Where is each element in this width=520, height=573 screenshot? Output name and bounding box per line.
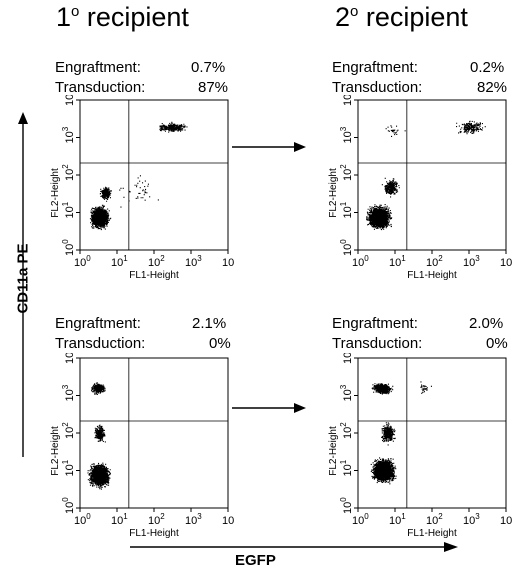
engraftment-label: Engraftment: [332,59,418,76]
transfer-arrow-top [232,142,306,152]
y-tick-label: 103 [339,384,354,401]
x-tick-label: 103 [463,254,480,269]
x-axis-label: FL1-Height [407,270,457,281]
y-tick-label: 103 [61,384,76,401]
x-tick-label: 100 [352,254,369,269]
panel-1-stats: Engraftment: 0.7% Transduction: 87% [55,59,245,99]
x-tick-label: 100 [74,512,91,527]
column-title-1: 1o recipient [56,2,189,32]
x-tick-label: 100 [74,254,91,269]
transfer-arrow-bottom [232,403,306,413]
event-dots [370,381,432,485]
engraftment-label: Engraftment: [55,315,141,332]
x-axis-label: FL1-Height [129,270,179,281]
y-tick-label: 104 [61,353,76,364]
event-dots [366,120,486,231]
x-axis-label: FL1-Height [407,528,457,539]
y-tick-label: 100 [61,497,76,514]
x-axis-arrow [130,542,458,552]
x-axis-label: FL1-Height [129,528,179,539]
y-tick-label: 101 [61,459,76,476]
x-tick-label: 103 [185,254,202,269]
y-axis-label: FL2-Height [50,426,61,476]
x-tick-label: 101 [111,254,128,269]
y-tick-label: 103 [61,126,76,143]
plot-frame [357,357,507,509]
engraftment-label: Engraftment: [55,59,141,76]
y-tick-label: 104 [61,95,76,106]
y-axis-label: FL2-Height [50,168,61,218]
x-tick-label: 101 [389,254,406,269]
x-axis-title: EGFP [235,552,276,569]
x-tick-label: 102 [148,512,165,527]
y-axis-title: CD11a PE [14,243,32,314]
y-axis-label: FL2-Height [328,426,339,476]
x-tick-label: 102 [148,254,165,269]
x-tick-label: 104 [222,254,234,269]
panel-3-stats: Engraftment: 2.1% Transduction: 0% [55,315,245,355]
transduction-label: Transduction: [55,79,146,96]
y-tick-label: 101 [339,459,354,476]
panel-2-stats: Engraftment: 0.2% Transduction: 82% [332,59,520,99]
transduction-value: 0% [209,335,231,352]
transduction-label: Transduction: [332,79,423,96]
y-tick-label: 104 [339,353,354,364]
y-tick-label: 102 [339,422,354,439]
y-tick-label: 102 [61,164,76,181]
transduction-value: 87% [198,79,229,96]
x-tick-label: 101 [389,512,406,527]
y-tick-label: 101 [61,201,76,218]
x-tick-label: 100 [352,512,369,527]
x-tick-label: 102 [426,254,443,269]
engraftment-value: 2.0% [469,315,504,332]
y-tick-label: 100 [339,497,354,514]
x-tick-label: 104 [500,254,512,269]
x-tick-label: 104 [500,512,512,527]
y-tick-label: 102 [61,422,76,439]
transduction-label: Transduction: [55,335,146,352]
engraftment-value: 2.1% [192,315,227,332]
y-tick-label: 100 [339,239,354,256]
y-tick-label: 101 [339,201,354,218]
x-tick-label: 101 [111,512,128,527]
event-dots [89,121,188,231]
engraftment-label: Engraftment: [332,315,418,332]
x-tick-label: 102 [426,512,443,527]
y-axis-arrow [18,112,28,457]
y-tick-label: 100 [61,239,76,256]
panel-4-stats: Engraftment: 2.0% Transduction: 0% [332,315,520,355]
event-dots [87,382,111,490]
engraftment-value: 0.2% [470,59,505,76]
y-tick-label: 102 [339,164,354,181]
x-tick-label: 103 [185,512,202,527]
y-axis-label: FL2-Height [328,168,339,218]
x-tick-label: 104 [222,512,234,527]
transduction-label: Transduction: [332,335,423,352]
y-tick-label: 104 [339,95,354,106]
transduction-value: 82% [477,79,508,96]
x-tick-label: 103 [463,512,480,527]
y-tick-label: 103 [339,126,354,143]
engraftment-value: 0.7% [191,59,226,76]
transduction-value: 0% [486,335,508,352]
column-title-2: 2o recipient [335,2,468,32]
